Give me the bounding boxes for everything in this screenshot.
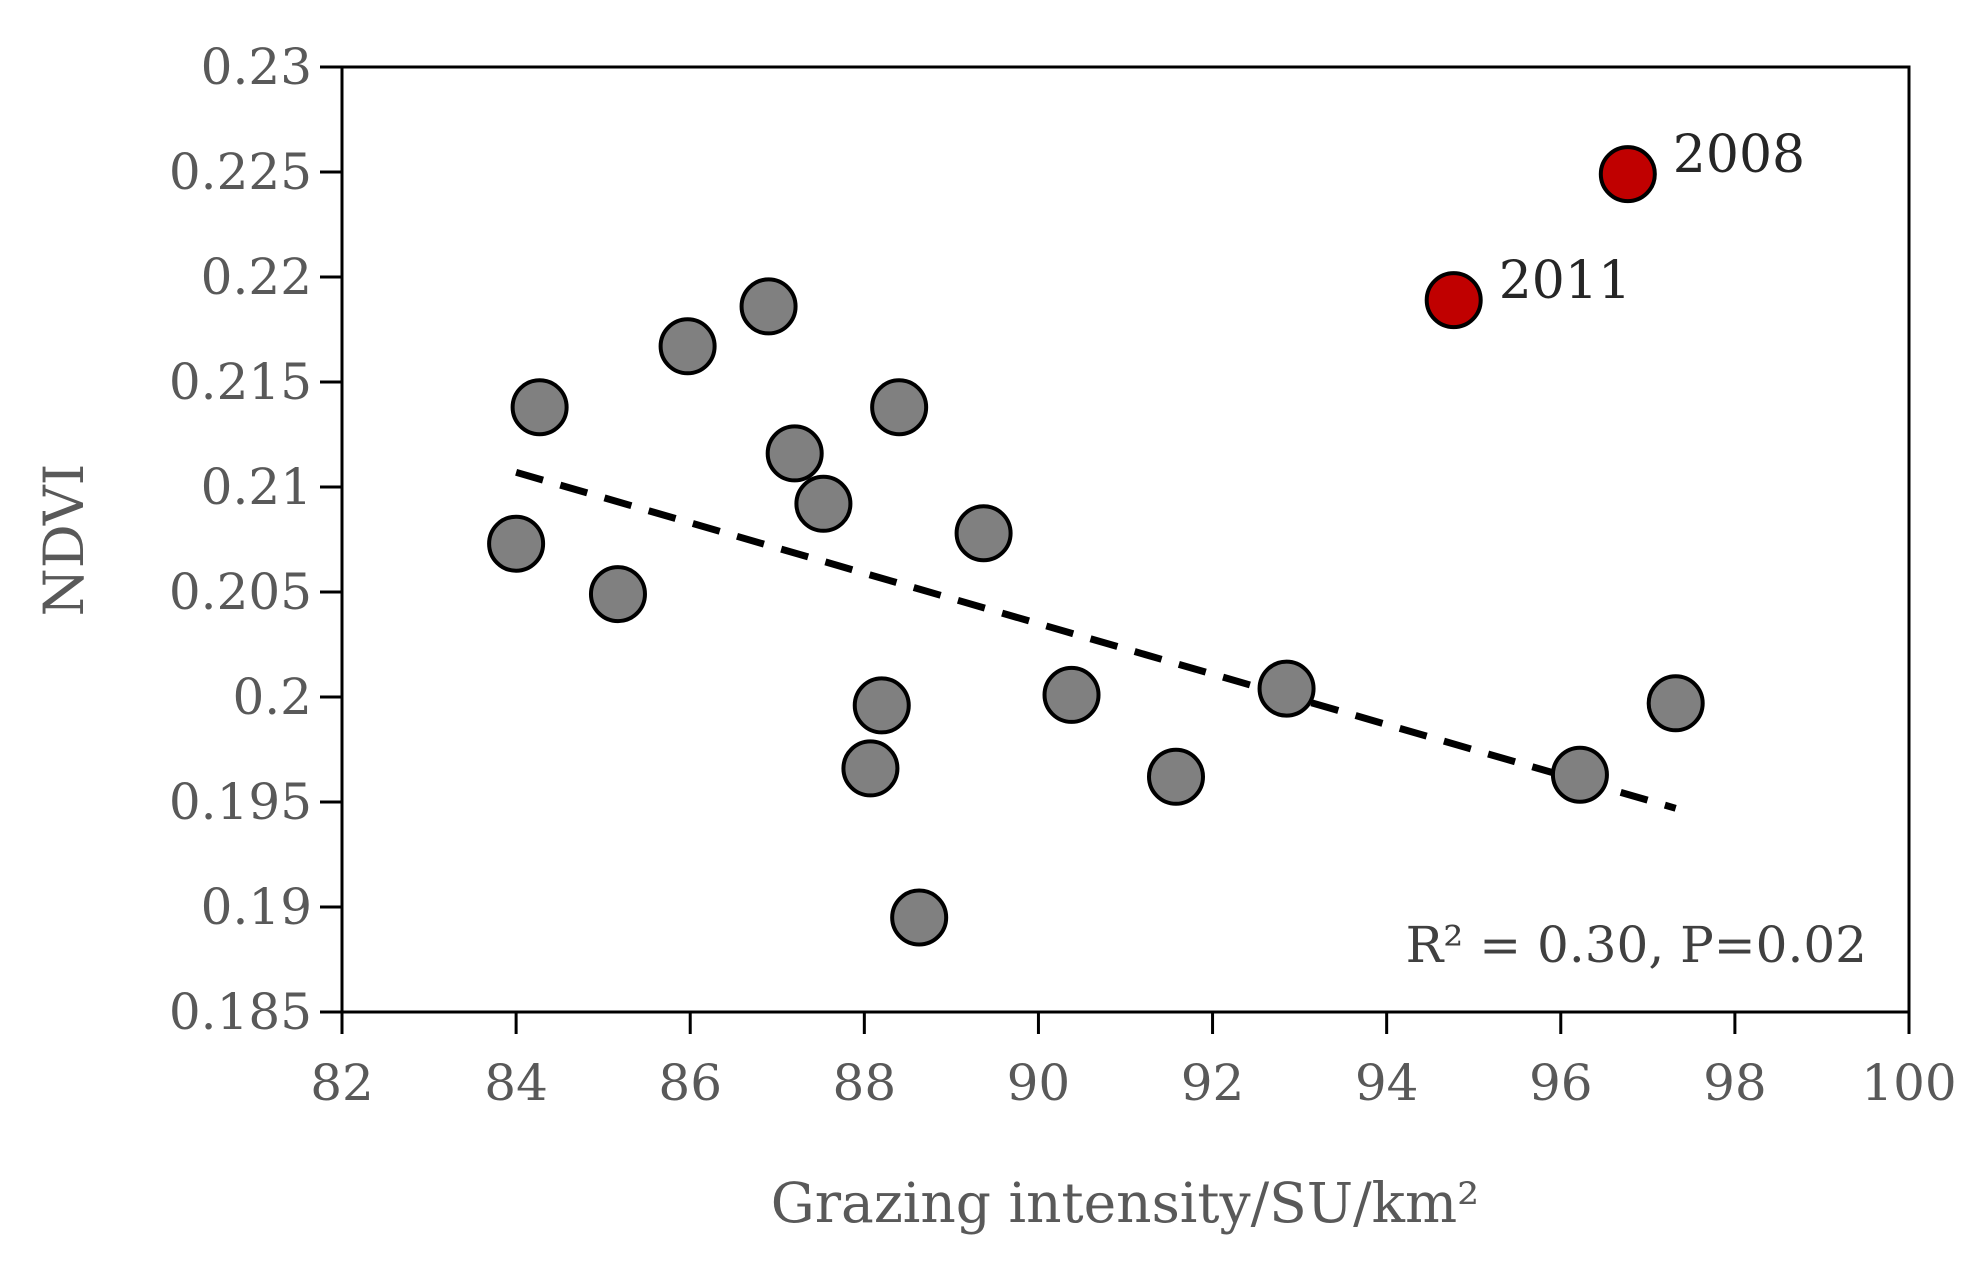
x-tick-label: 92 <box>1181 1054 1245 1112</box>
data-point <box>1042 665 1101 724</box>
y-tick-label: 0.185 <box>169 983 312 1041</box>
x-tick-label: 98 <box>1703 1054 1767 1112</box>
y-axis-title: NDVI <box>32 464 96 617</box>
x-tick-label: 88 <box>833 1054 897 1112</box>
data-point <box>794 474 853 533</box>
data-point <box>1146 747 1205 806</box>
axis-ticks: 0.23 0.225 0.22 0.215 0.21 0.205 0.2 0.195 0.19 0… <box>169 38 1957 1112</box>
x-tick-label: 82 <box>310 1054 374 1112</box>
data-point <box>954 504 1013 563</box>
x-tick-label: 86 <box>658 1054 722 1112</box>
data-point <box>739 277 798 336</box>
y-tick-label: 0.195 <box>169 773 312 831</box>
data-points: 2011 2008 <box>487 125 1805 947</box>
y-tick-label: 0.215 <box>169 353 312 411</box>
y-tick-label: 0.225 <box>169 143 312 201</box>
point-label-2011: 2011 <box>1499 251 1631 311</box>
data-point <box>852 676 911 735</box>
plot-area-frame <box>340 65 1911 1014</box>
x-tick-label: 100 <box>1861 1054 1956 1112</box>
outlier-point <box>1424 271 1483 330</box>
y-tick-label: 0.21 <box>201 458 312 516</box>
x-axis-title: Grazing intensity/SU/km² <box>771 1171 1479 1235</box>
y-tick-label: 0.2 <box>232 668 312 726</box>
outlier-point <box>1598 145 1657 204</box>
y-tick-label: 0.22 <box>201 248 312 306</box>
data-point <box>510 378 569 437</box>
x-tick-label: 96 <box>1529 1054 1593 1112</box>
data-point <box>841 739 900 798</box>
y-tick-label: 0.19 <box>201 878 312 936</box>
y-tick-label: 0.23 <box>201 38 312 96</box>
regression-annotation: R² = 0.30, P=0.02 <box>1406 916 1867 974</box>
point-label-2008: 2008 <box>1673 125 1805 185</box>
x-tick-label: 90 <box>1007 1054 1071 1112</box>
y-tick-label: 0.205 <box>169 563 312 621</box>
data-point <box>588 565 647 624</box>
x-tick-label: 94 <box>1355 1054 1419 1112</box>
data-point <box>870 378 929 437</box>
trendline <box>515 468 1677 812</box>
data-point <box>487 514 546 573</box>
data-point <box>1646 674 1705 733</box>
data-point <box>1550 745 1609 804</box>
data-point <box>658 317 717 376</box>
data-point <box>890 888 949 947</box>
data-point <box>765 424 824 483</box>
x-tick-label: 84 <box>484 1054 548 1112</box>
data-point <box>1257 659 1316 718</box>
